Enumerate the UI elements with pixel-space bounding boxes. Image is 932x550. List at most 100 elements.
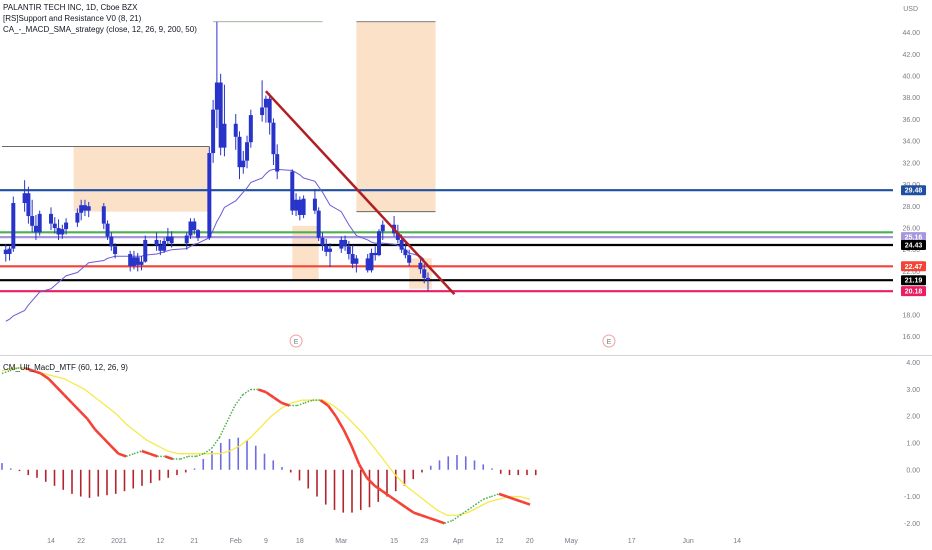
macd-segment-47 [366, 476, 376, 487]
macd-segment-25 [195, 452, 205, 458]
level-label-3: 22.47 [901, 261, 926, 272]
candle-body [128, 254, 133, 266]
candle-43 [245, 135, 250, 169]
time-tick-6: 9 [264, 538, 268, 545]
macd-tick-1: 3.00 [906, 387, 920, 394]
price-tick-10: 36.00 [902, 117, 920, 124]
time-axis[interactable]: 14 22 2021 12 21 Feb 9 18 Mar 15 23 Apr 12 20 May 17 Jun… [47, 538, 741, 545]
candle-body [373, 252, 378, 256]
macd-segment-6 [47, 377, 58, 388]
candle-17 [101, 203, 106, 230]
macd-segment-0 [1, 370, 11, 375]
candle-body [165, 236, 170, 242]
earnings-label: E [294, 339, 299, 346]
time-tick-11: Apr [453, 538, 465, 545]
candle-body [22, 193, 27, 204]
candle-body [56, 227, 61, 235]
macd-segment-3 [24, 366, 34, 372]
macd-segment-49 [381, 490, 391, 498]
candle-7 [37, 210, 42, 236]
candle-22 [131, 250, 136, 270]
candle-body [377, 231, 381, 256]
candle-67 [377, 229, 381, 257]
candle-body [290, 171, 295, 211]
macd-segment-52 [405, 506, 415, 514]
macd-segment-36 [281, 401, 290, 407]
candle-34 [196, 229, 201, 242]
macd-histogram-layer [1, 437, 537, 513]
level-label-box [901, 185, 926, 196]
candle-55 [316, 207, 321, 242]
macd-axis[interactable]: 4.00 3.00 2.00 1.00 0.00 -1.00 -2.00 [904, 360, 920, 528]
price-tick-4: 24.00 [902, 247, 920, 254]
level-label-box [901, 286, 926, 297]
candle-54 [312, 188, 317, 214]
candle-62 [350, 245, 355, 269]
candle-body [263, 98, 268, 108]
time-tick-3: 12 [156, 538, 164, 545]
legend-symbol[interactable]: PALANTIR TECH INC, 1D, Cboe BZX [3, 3, 138, 12]
candle-8 [49, 207, 54, 231]
candle-body [113, 246, 118, 255]
candle-51 [294, 193, 299, 217]
candle-61 [346, 241, 351, 260]
candle-15 [82, 199, 87, 217]
macd-segment-45 [350, 445, 361, 465]
candle-1 [7, 246, 12, 261]
trendline-layer [264, 90, 456, 296]
candle-37 [214, 21, 219, 129]
candle-59 [339, 236, 344, 253]
candle-66 [373, 246, 378, 261]
candle-body [135, 257, 140, 265]
candle-32 [188, 218, 193, 239]
candle-72 [403, 243, 408, 259]
candle-body [324, 245, 329, 252]
candle-49 [275, 144, 280, 180]
macd-segment-18 [141, 449, 150, 455]
level-label-text: 24.43 [905, 243, 923, 250]
candle-50 [290, 169, 295, 215]
candle-body [380, 224, 385, 232]
candle-body [365, 258, 370, 271]
macd-segment-61 [475, 498, 484, 506]
macd-segment-14 [109, 444, 120, 455]
legend-main: PALANTIR TECH INC, 1D, Cboe BZX [RS]Supp… [3, 2, 197, 35]
macd-segment-5 [40, 372, 50, 380]
candle-body [162, 241, 167, 251]
level-label-text: 20.18 [905, 289, 923, 296]
macd-segment-34 [265, 391, 275, 399]
macd-segment-39 [304, 399, 313, 404]
candle-26 [154, 232, 159, 251]
candle-body [422, 269, 427, 278]
candle-body [248, 115, 253, 143]
macd-segment-56 [436, 519, 446, 525]
candle-41 [237, 131, 242, 180]
candle-body [192, 221, 197, 231]
level-label-2: 24.43 [901, 240, 926, 251]
legend-indicator-cm-macd[interactable]: CM_Ult_MacD_MTF (60, 12, 26, 9) [3, 363, 128, 372]
level-label-text: 22.47 [905, 264, 923, 271]
legend-indicator-sr[interactable]: [RS]Support and Resistance V0 (8, 21) [3, 14, 142, 23]
candle-body [407, 255, 412, 263]
candle-74 [418, 259, 423, 274]
candle-body [75, 212, 80, 223]
time-tick-0: 14 [47, 538, 55, 545]
candle-body [86, 206, 91, 211]
price-tick-0: 16.00 [902, 334, 920, 341]
macd-segment-55 [428, 516, 438, 522]
currency-label: USD [903, 6, 918, 13]
macd-segment-46 [358, 463, 369, 479]
time-tick-16: Jun [682, 538, 693, 545]
price-tick-13: 42.00 [902, 52, 920, 59]
candle-body [101, 206, 106, 224]
price-tick-6: 28.00 [902, 204, 920, 211]
macd-segment-12 [94, 428, 104, 439]
macd-segment-50 [389, 495, 399, 503]
legend-indicator-macd-sma[interactable]: CA_-_MACD_SMA_strategy (close, 12, 26, 9… [3, 25, 197, 34]
macd-segment-31 [242, 388, 251, 396]
candle-56 [320, 232, 325, 251]
candle-body [64, 222, 69, 230]
macd-segment-51 [397, 500, 407, 509]
level-label-text: 25.16 [905, 235, 923, 242]
earnings-marker-1: E [602, 334, 616, 348]
